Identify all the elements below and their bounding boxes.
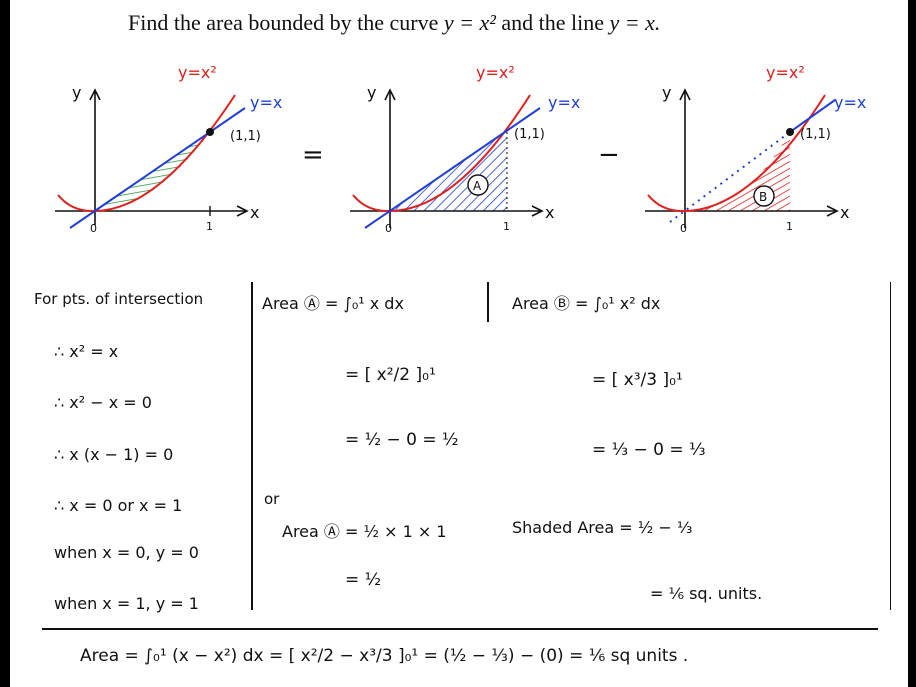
point-label: (1,1) — [800, 127, 831, 142]
col3-heading: Area Ⓑ = ∫₀¹ x² dx — [512, 294, 661, 313]
x-axis-label: x — [840, 203, 849, 222]
origin-label: 0 — [385, 222, 392, 235]
region-b-label: B — [759, 190, 767, 204]
col1-line5: when x = 0, y = 0 — [54, 543, 199, 562]
x-axis-arrow — [531, 205, 544, 217]
curve-label: y=x² — [476, 63, 515, 82]
y-axis-arrow — [89, 88, 101, 101]
line-label: y=x — [548, 93, 580, 112]
origin-label: 0 — [680, 222, 687, 235]
equals-sign: = — [302, 140, 324, 170]
y-axis-label: y — [367, 83, 376, 102]
col1-heading: For pts. of intersection — [34, 290, 204, 308]
col3-step1: = [ x³/3 ]₀¹ — [592, 370, 683, 390]
col2-alt1: Area Ⓐ = ½ × 1 × 1 — [282, 522, 447, 541]
col1-line2: ∴ x² − x = 0 — [54, 393, 152, 412]
curve-label: y=x² — [178, 63, 217, 82]
col2-heading: Area Ⓐ = ∫₀¹ x dx — [262, 294, 404, 313]
col1-line1: ∴ x² = x — [54, 342, 119, 361]
x-axis-arrow — [236, 205, 249, 217]
col2-step2: = ½ − 0 = ½ — [345, 430, 459, 450]
title-line: y = x. — [609, 10, 661, 35]
col2-or: or — [264, 490, 280, 508]
y-axis-arrow — [679, 88, 691, 101]
col1-line3: ∴ x (x − 1) = 0 — [54, 445, 174, 464]
y-axis-label: y — [72, 83, 81, 102]
x-axis-label: x — [250, 203, 259, 222]
col2-step1: = [ x²/2 ]₀¹ — [345, 365, 436, 385]
line-y-equals-x — [69, 107, 246, 229]
region-a-label: A — [473, 179, 482, 193]
region-b-marker — [753, 185, 775, 207]
page-title: Find the area bounded by the curve y = x… — [128, 10, 660, 36]
region-a-marker — [467, 174, 489, 196]
footer-equation: Area = ∫₀¹ (x − x²) dx = [ x²/2 − x³/3 ]… — [80, 646, 689, 666]
intersection-point — [206, 128, 214, 136]
point-label: (1,1) — [514, 127, 545, 142]
col2-alt2: = ½ — [345, 570, 382, 590]
parabola-curve — [57, 94, 236, 213]
col3-step2: = ⅓ − 0 = ⅓ — [592, 440, 706, 460]
title-curve: y = x² — [443, 10, 496, 35]
line-label: y=x — [250, 93, 282, 112]
footer-divider — [42, 628, 878, 630]
worksheet: Find the area bounded by the curve y = x… — [10, 0, 908, 687]
graphs-panel: y x 0 1 y=x² y=x (1,1) = A — [55, 63, 866, 235]
col3-shaded2: = ⅙ sq. units. — [650, 584, 763, 603]
line-label: y=x — [834, 93, 866, 112]
col1-line4: ∴ x = 0 or x = 1 — [54, 496, 183, 515]
origin-label: 0 — [90, 222, 97, 235]
col1-line6: when x = 1, y = 1 — [54, 594, 199, 613]
col3-shaded1: Shaded Area = ½ − ⅓ — [512, 518, 693, 537]
intersection-point — [786, 128, 794, 136]
column-divider — [890, 282, 891, 610]
column-divider — [487, 282, 489, 322]
graph-area-b: B y x 0 1 y=x² y=x (1,1) — [645, 63, 866, 235]
column-divider — [251, 282, 253, 610]
parabola-curve — [647, 94, 826, 213]
one-label: 1 — [206, 220, 213, 233]
line-y-equals-x — [789, 99, 836, 133]
point-label: (1,1) — [230, 129, 261, 144]
one-label: 1 — [786, 220, 793, 233]
x-axis-label: x — [545, 203, 554, 222]
line-y-equals-x — [364, 107, 541, 229]
title-middle: and the line — [495, 10, 610, 35]
one-label: 1 — [503, 220, 510, 233]
curve-label: y=x² — [766, 63, 805, 82]
y-axis-arrow — [384, 88, 396, 101]
x-axis-arrow — [826, 205, 839, 217]
graph-area-a: A y x 0 1 y=x² y=x (1,1) — [350, 63, 580, 235]
graph-difference: y x 0 1 y=x² y=x (1,1) — [55, 63, 282, 235]
minus-sign: − — [598, 140, 620, 170]
y-axis-label: y — [662, 83, 671, 102]
title-prefix: Find the area bounded by the curve — [128, 10, 444, 35]
parabola-curve — [352, 94, 531, 213]
